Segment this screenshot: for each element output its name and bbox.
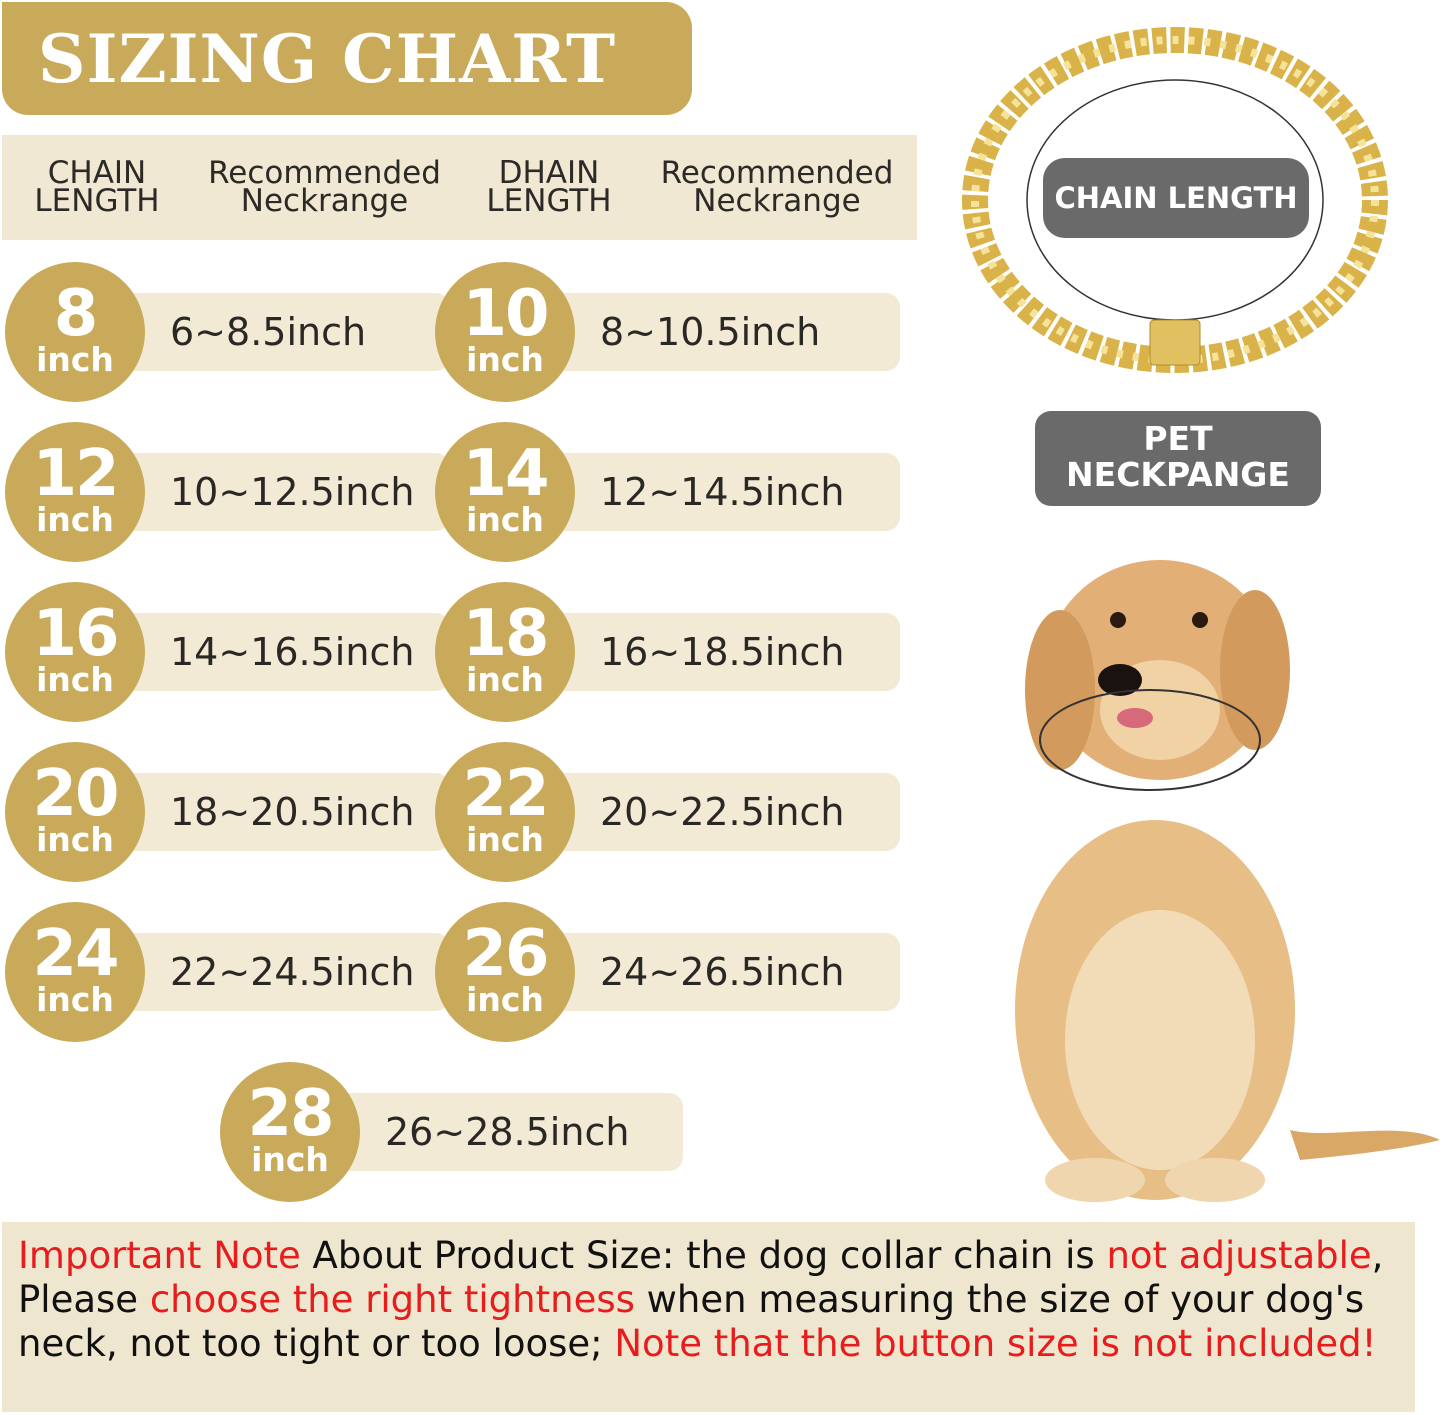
chain-length-unit: inch [36, 340, 114, 379]
chain-length-value: 10 [462, 277, 549, 351]
chain-length-value: 26 [462, 917, 549, 991]
label-line: PET [1143, 419, 1213, 458]
page-title: SIZING CHART [37, 19, 617, 98]
chain-length-badge: 26 inch [435, 902, 575, 1042]
chain-length-badge: 24 inch [5, 902, 145, 1042]
header-text: Recommended [208, 155, 441, 191]
title-banner: SIZING CHART [2, 2, 692, 115]
neckrange-pill: 22~24.5inch [130, 933, 450, 1011]
header-text: CHAIN [47, 155, 147, 191]
important-note: Important Note About Product Size: the d… [2, 1222, 1415, 1412]
chain-length-value: 14 [462, 437, 549, 511]
chain-length-unit: inch [466, 980, 544, 1019]
header-chain-length-2: DHAIN LENGTH [474, 155, 624, 219]
chain-length-value: 8 [53, 277, 99, 351]
neckrange-value: 16~18.5inch [600, 630, 845, 674]
header-text: LENGTH [486, 183, 612, 219]
chain-length-badge: 12 inch [5, 422, 145, 562]
header-neckrange-2: Recommended Neckrange [647, 155, 907, 219]
pet-neckrange-label: PET NECKPANGE [1035, 411, 1321, 506]
chain-length-badge: 16 inch [5, 582, 145, 722]
header-text: Neckrange [240, 183, 409, 219]
neckrange-value: 6~8.5inch [170, 310, 367, 354]
header-chain-length: CHAIN LENGTH [22, 155, 172, 219]
gold-chain-illustration [962, 27, 1388, 373]
note-highlight: Note that the button size is not include… [614, 1322, 1377, 1365]
chain-length-unit: inch [466, 820, 544, 859]
neckrange-value: 18~20.5inch [170, 790, 415, 834]
neckrange-value: 8~10.5inch [600, 310, 821, 354]
neckrange-pill: 18~20.5inch [130, 773, 450, 851]
chain-length-value: 16 [32, 597, 119, 671]
label-line: NECKPANGE [1066, 455, 1290, 494]
chain-length-badge: 22 inch [435, 742, 575, 882]
chain-length-badge: 20 inch [5, 742, 145, 882]
chain-length-unit: inch [466, 500, 544, 539]
neckrange-value: 26~28.5inch [385, 1110, 630, 1154]
note-segment: when measuring the size of your dog's ne… [18, 1278, 1365, 1365]
note-highlight: choose the right tightness [149, 1278, 635, 1321]
neckrange-pill: 20~22.5inch [560, 773, 900, 851]
neckrange-pill: 8~10.5inch [560, 293, 900, 371]
note-text: Important Note About Product Size: the d… [2, 1222, 1415, 1366]
chain-length-value: 24 [32, 917, 119, 991]
chain-length-badge: 8 inch [5, 262, 145, 402]
neckrange-value: 10~12.5inch [170, 470, 415, 514]
chain-length-unit: inch [36, 980, 114, 1019]
chain-length-unit: inch [466, 660, 544, 699]
chain-length-badge: 18 inch [435, 582, 575, 722]
neckrange-pill: 6~8.5inch [130, 293, 450, 371]
neckrange-value: 22~24.5inch [170, 950, 415, 994]
neckrange-value: 12~14.5inch [600, 470, 845, 514]
puppy-image [1015, 560, 1440, 1202]
note-segment: , Please [18, 1234, 1384, 1321]
chain-length-badge: 14 inch [435, 422, 575, 562]
neckrange-pill: 26~28.5inch [345, 1093, 683, 1171]
chain-length-unit: inch [36, 660, 114, 699]
neckrange-value: 14~16.5inch [170, 630, 415, 674]
table-header: CHAIN LENGTH Recommended Neckrange DHAIN LE… [2, 135, 917, 240]
chain-length-value: 18 [462, 597, 549, 671]
chain-length-value: 28 [247, 1077, 334, 1151]
note-segment: About Product Size: the dog collar chain… [300, 1234, 1107, 1277]
neckrange-pill: 16~18.5inch [560, 613, 900, 691]
note-highlight: not adjustable [1106, 1234, 1372, 1277]
chain-length-unit: inch [36, 820, 114, 859]
neckrange-value: 24~26.5inch [600, 950, 845, 994]
chain-length-label: CHAIN LENGTH [1043, 158, 1309, 238]
chain-length-badge: 10 inch [435, 262, 575, 402]
chain-length-value: 20 [32, 757, 119, 831]
neckrange-pill: 24~26.5inch [560, 933, 900, 1011]
chain-length-unit: inch [36, 500, 114, 539]
header-text: DHAIN [498, 155, 600, 191]
neckrange-pill: 10~12.5inch [130, 453, 450, 531]
header-neckrange: Recommended Neckrange [197, 155, 452, 219]
note-highlight: Important Note [18, 1234, 301, 1277]
chain-length-value: 12 [32, 437, 119, 511]
neckrange-value: 20~22.5inch [600, 790, 845, 834]
chain-length-unit: inch [466, 340, 544, 379]
chain-length-value: 22 [462, 757, 549, 831]
header-text: LENGTH [34, 183, 160, 219]
header-text: Neckrange [693, 183, 861, 219]
chain-length-badge: 28 inch [220, 1062, 360, 1202]
neckrange-pill: 14~16.5inch [130, 613, 450, 691]
header-text: Recommended [660, 155, 894, 191]
neckrange-pill: 12~14.5inch [560, 453, 900, 531]
chain-length-unit: inch [251, 1140, 329, 1179]
